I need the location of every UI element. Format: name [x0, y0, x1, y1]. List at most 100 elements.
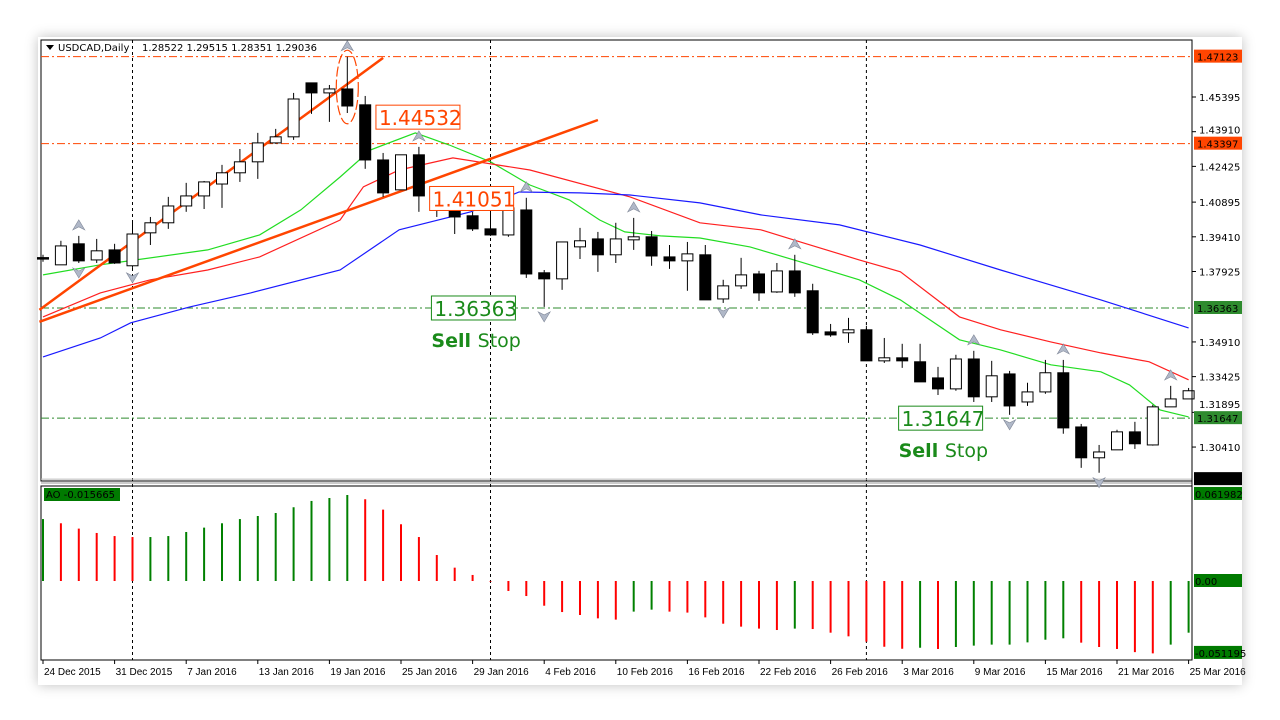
time-tick-label: 10 Feb 2016 — [617, 667, 674, 678]
price-level-badge-label: 1.29036 — [1197, 475, 1238, 486]
price-level-badge — [1194, 411, 1242, 425]
time-tick-label: 21 Mar 2016 — [1118, 667, 1175, 678]
fractal-down-icon — [537, 311, 551, 323]
bull-candle — [1164, 398, 1177, 408]
bear-candle — [1075, 426, 1088, 459]
price-tick-label: 1.40895 — [1199, 198, 1240, 209]
bull-candle — [1182, 390, 1195, 400]
time-tick-label: 22 Feb 2016 — [760, 667, 817, 678]
time-tick-label: 19 Jan 2016 — [330, 667, 385, 678]
time-tick-label: 9 Mar 2016 — [975, 667, 1026, 678]
bull-candle — [609, 238, 622, 256]
time-tick-label: 29 Jan 2016 — [474, 667, 529, 678]
bull-candle — [323, 88, 336, 94]
fractal-up-icon — [788, 238, 802, 250]
price-tick-label: 1.33425 — [1199, 373, 1240, 384]
bull-candle — [269, 136, 282, 144]
bear-candle — [806, 290, 819, 334]
price-level-badge-label: 1.36363 — [1197, 304, 1238, 315]
ao-axis-badge — [1194, 645, 1242, 659]
fractal-up-icon — [1056, 343, 1071, 355]
bull-candle — [502, 207, 515, 236]
fractal-down-icon — [125, 272, 140, 284]
fractal-up-icon — [1163, 369, 1178, 381]
price-label: 1.36363 — [434, 297, 517, 321]
bear-candle — [914, 361, 927, 383]
bear-candle — [699, 254, 712, 301]
bear-candle — [1057, 372, 1070, 429]
bull-candle — [1021, 391, 1034, 403]
price-tick-label: 1.42425 — [1199, 162, 1240, 173]
price-label-box — [430, 295, 516, 321]
symbol-dropdown-icon[interactable] — [46, 45, 54, 50]
fractal-down-icon — [1092, 477, 1106, 489]
price-tick-label: 1.30410 — [1199, 443, 1240, 454]
bull-candle — [90, 250, 103, 261]
bull-candle — [735, 274, 748, 287]
bear-candle — [72, 243, 85, 262]
bear-candle — [824, 331, 837, 336]
fractal-up-icon — [72, 219, 86, 231]
bull-candle — [949, 358, 962, 390]
symbol-timeframe: USDCAD,Daily — [58, 43, 129, 54]
bear-candle — [341, 88, 354, 107]
ao-axis-label: 0.00 — [1195, 577, 1217, 588]
ao-axis-badge — [1194, 486, 1242, 500]
time-tick-label: 16 Feb 2016 — [688, 667, 745, 678]
trendline — [38, 56, 384, 311]
time-tick-label: 25 Jan 2016 — [402, 667, 457, 678]
bull-candle — [162, 205, 175, 224]
bear-candle — [108, 249, 121, 264]
price-label-box — [375, 104, 461, 130]
time-tick-label: 13 Jan 2016 — [259, 667, 314, 678]
bear-candle — [1003, 373, 1016, 407]
fractal-up-icon — [340, 40, 355, 52]
bear-candle — [663, 256, 676, 262]
ao-pane — [40, 485, 1193, 661]
price-tick-label: 1.39410 — [1199, 233, 1240, 244]
bull-candle — [1093, 451, 1106, 459]
bear-candle — [860, 329, 873, 362]
bull-candle — [717, 285, 730, 300]
price-label: 1.31647 — [902, 407, 985, 431]
bear-candle — [305, 82, 318, 94]
bear-candle — [520, 209, 533, 275]
price-tick-label: 1.45395 — [1199, 93, 1240, 104]
price-level-badge — [1194, 49, 1242, 63]
bear-candle — [645, 236, 658, 257]
time-tick-label: 7 Jan 2016 — [187, 667, 237, 678]
bull-candle — [251, 142, 264, 163]
time-tick-label: 25 Mar 2016 — [1190, 667, 1247, 678]
fractal-down-icon — [72, 267, 86, 279]
bull-candle — [287, 98, 300, 138]
bull-candle — [878, 357, 891, 362]
bear-candle — [753, 273, 765, 294]
ao-label-bg — [44, 488, 120, 501]
price-level-badge-label: 1.31647 — [1197, 414, 1238, 425]
bear-candle — [359, 104, 372, 161]
bull-candle — [770, 270, 783, 293]
bear-candle — [37, 257, 49, 260]
ao-indicator-label: AO -0.015665 — [46, 490, 115, 501]
price-label: 1.44532 — [379, 106, 462, 130]
bull-candle — [574, 240, 586, 248]
fractal-up-icon — [967, 334, 981, 346]
bull-candle — [842, 329, 855, 334]
fractal-up-icon — [626, 201, 641, 213]
bear-candle — [788, 270, 801, 294]
bear-candle — [484, 228, 497, 236]
moving-average-line — [42, 157, 1189, 381]
price-tick-label: 1.43910 — [1199, 126, 1240, 137]
order-type-label: Sell Stop — [899, 440, 988, 462]
price-tick-label: 1.37925 — [1199, 267, 1240, 278]
fractal-down-icon — [716, 307, 730, 319]
bull-candle — [198, 181, 211, 197]
time-tick-label: 24 Dec 2015 — [44, 667, 101, 678]
bull-candle — [556, 241, 569, 280]
bull-candle — [627, 236, 640, 241]
trendline — [38, 118, 599, 324]
bull-candle — [985, 375, 998, 398]
ao-axis-label: -0.051195 — [1195, 649, 1246, 660]
fractal-up-icon — [519, 181, 534, 193]
